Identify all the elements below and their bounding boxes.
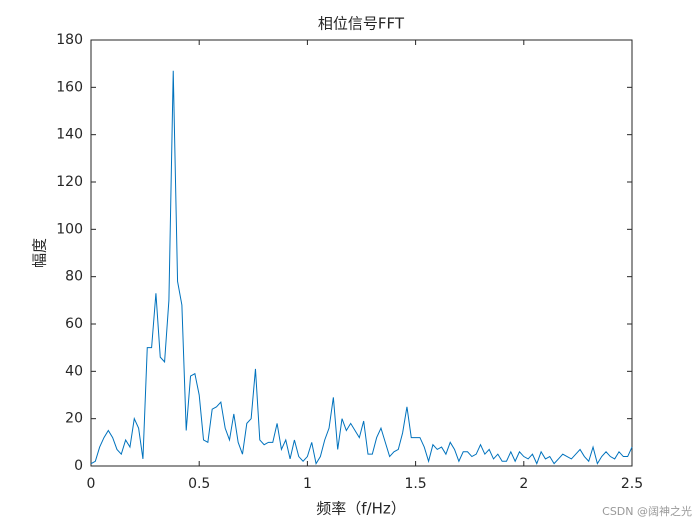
y-axis-label: 幅度 [31,238,49,268]
y-tick-label: 160 [56,79,83,95]
y-tick-label: 80 [65,269,83,285]
x-axis-label: 频率（f/Hz） [316,500,406,518]
data-line [90,70,633,465]
watermark: CSDN @阔神之光 [602,504,692,518]
x-tick-label: 0.5 [188,476,210,492]
y-tick-label: 20 [65,411,83,427]
x-tick-label: 0 [87,476,96,492]
y-tick-label: 0 [74,458,83,474]
x-tick-label: 2.5 [621,476,643,492]
y-tick-label: 120 [56,174,83,190]
chart-title: 相位信号FFT [318,15,405,33]
x-tick-label: 2 [519,476,528,492]
y-tick-label: 180 [56,32,83,48]
x-tick-label: 1.5 [404,476,426,492]
y-tick-label: 100 [56,221,83,237]
y-tick-label: 40 [65,363,83,379]
y-tick-label: 60 [65,316,83,332]
x-tick-label: 1 [303,476,312,492]
y-tick-label: 140 [56,127,83,143]
plot-area [90,39,633,467]
